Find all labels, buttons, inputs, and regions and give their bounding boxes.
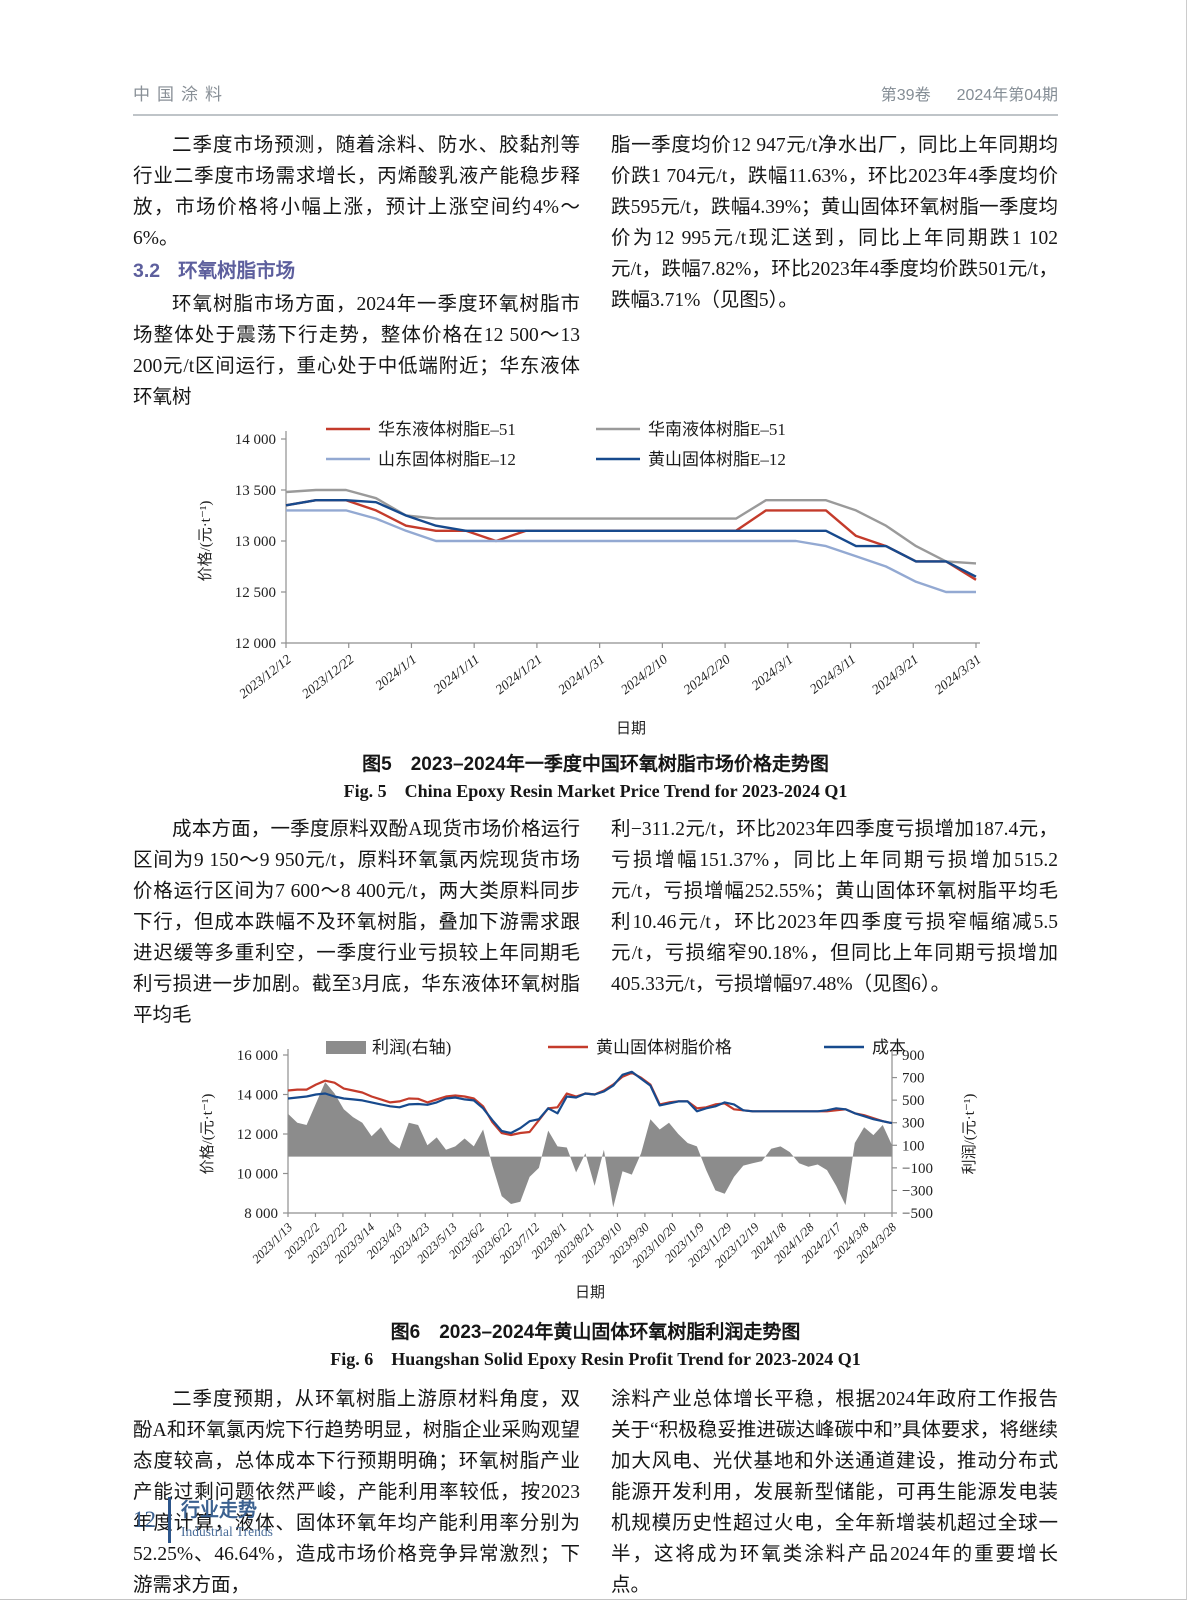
section-number: 3.2 [133, 260, 161, 282]
svg-text:2024/1/1: 2024/1/1 [372, 652, 419, 693]
footer-divider [168, 1497, 171, 1543]
column-left: 二季度市场预测，随着涂料、防水、胶黏剂等行业二季度市场需求增长，丙烯酸乳液产能稳… [133, 130, 580, 413]
svg-text:13 500: 13 500 [234, 483, 275, 499]
svg-text:2024/1/21: 2024/1/21 [492, 652, 544, 698]
fig6-caption-cn: 图6 2023–2024年黄山固体环氧树脂利润走势图 [390, 1322, 801, 1343]
svg-text:2023/12/12: 2023/12/12 [236, 651, 294, 701]
paragraph-cost-right: 利−311.2元/t，环比2023年四季度亏损增加187.4元，亏损增幅151.… [611, 819, 1058, 995]
svg-text:利润(右轴): 利润(右轴) [372, 1038, 451, 1057]
svg-text:2024/3/21: 2024/3/21 [868, 652, 920, 698]
column-right: 利−311.2元/t，环比2023年四季度亏损增加187.4元，亏损增幅151.… [611, 814, 1058, 1031]
svg-text:山东固体树脂E–12: 山东固体树脂E–12 [378, 450, 516, 469]
column-right: 脂一季度均价12 947元/t净水出厂，同比上年同期均价跌1 704元/t，跌幅… [611, 130, 1058, 413]
issue-info: 第39卷 2024年第04期 [855, 81, 1058, 105]
figure-5: 12 000 12 500 13 000 13 500 14 000 2023/12/12… [133, 415, 1058, 804]
fig5-caption-cn: 图5 2023–2024年一季度中国环氧树脂市场价格走势图 [362, 754, 829, 775]
svg-text:价格/(元·t⁻¹): 价格/(元·t⁻¹) [197, 501, 214, 582]
svg-text:12 500: 12 500 [234, 585, 275, 601]
svg-text:300: 300 [902, 1116, 925, 1132]
svg-text:2024/1/31: 2024/1/31 [555, 652, 607, 698]
svg-text:700: 700 [902, 1071, 925, 1087]
svg-text:成本: 成本 [872, 1038, 906, 1057]
svg-text:2024/3/1: 2024/3/1 [748, 652, 795, 693]
figure-6: 8 000 10 000 12 000 14 000 16 000 900 700 500 30… [133, 1033, 1058, 1372]
svg-text:14 000: 14 000 [234, 432, 275, 448]
paragraph-outlook-right: 涂料产业总体增长平稳，根据2024年政府工作报告关于“积极稳妥推进碳达峰碳中和”… [611, 1389, 1058, 1596]
journal-title: 中国涂料 [133, 85, 229, 104]
section-heading: 3.2 环氧树脂市场 [133, 256, 580, 287]
section-title: 环氧树脂市场 [178, 260, 296, 282]
text-section-top: 二季度市场预测，随着涂料、防水、胶黏剂等行业二季度市场需求增长，丙烯酸乳液产能稳… [133, 130, 1058, 413]
svg-text:100: 100 [902, 1138, 925, 1154]
issue-volume: 第39卷 [880, 87, 931, 104]
paragraph-cost-left: 成本方面，一季度原料双酚A现货市场价格运行区间为9 150～9 950元/t，原… [133, 819, 580, 1026]
svg-text:利润/(元·t⁻¹): 利润/(元·t⁻¹) [961, 1094, 978, 1175]
paragraph-outlook-left: 二季度预期，从环氧树脂上游原材料角度，双酚A和环氧氯丙烷下行趋势明显，树脂企业采… [133, 1389, 580, 1596]
svg-text:14 000: 14 000 [236, 1088, 277, 1104]
paragraph-q2-forecast: 二季度市场预测，随着涂料、防水、胶黏剂等行业二季度市场需求增长，丙烯酸乳液产能稳… [133, 135, 580, 249]
footer-section-en: Industrial Trends [181, 1524, 273, 1539]
issue-number: 2024年第04期 [956, 87, 1058, 104]
svg-text:−300: −300 [902, 1183, 933, 1199]
svg-text:日期: 日期 [574, 1284, 604, 1301]
svg-text:500: 500 [902, 1093, 925, 1109]
svg-text:−100: −100 [902, 1161, 933, 1177]
svg-text:华东液体树脂E–51: 华东液体树脂E–51 [378, 420, 516, 439]
svg-text:12 000: 12 000 [234, 636, 275, 652]
svg-text:2024/2/10: 2024/2/10 [617, 651, 670, 697]
column-left: 成本方面，一季度原料双酚A现货市场价格运行区间为9 150～9 950元/t，原… [133, 814, 580, 1031]
svg-text:16 000: 16 000 [236, 1048, 277, 1064]
svg-text:900: 900 [902, 1048, 925, 1064]
text-section-bottom: 二季度预期，从环氧树脂上游原材料角度，双酚A和环氧氯丙烷下行趋势明显，树脂企业采… [133, 1384, 1058, 1599]
svg-text:2024/3/11: 2024/3/11 [806, 652, 858, 697]
svg-text:黄山固体树脂价格: 黄山固体树脂价格 [596, 1038, 732, 1057]
footer-section-cn: 行业走势 [181, 1500, 258, 1521]
svg-text:黄山固体树脂E–12: 黄山固体树脂E–12 [648, 450, 786, 469]
svg-text:13 000: 13 000 [234, 534, 275, 550]
svg-text:8 000: 8 000 [244, 1206, 278, 1222]
svg-text:2024/1/11: 2024/1/11 [430, 652, 482, 697]
page-content: 中国涂料 第39卷 2024年第04期 二季度市场预测，随着涂料、防水、胶黏剂等行… [133, 80, 1058, 1599]
page-footer: 12 行业走势 Industrial Trends [133, 1497, 273, 1543]
svg-text:10 000: 10 000 [236, 1167, 277, 1183]
page-number: 12 [133, 1507, 156, 1532]
column-right: 涂料产业总体增长平稳，根据2024年政府工作报告关于“积极稳妥推进碳达峰碳中和”… [611, 1384, 1058, 1599]
fig5-caption-en: Fig. 5 China Epoxy Resin Market Price Tr… [343, 781, 848, 801]
fig5-price-chart: 12 000 12 500 13 000 13 500 14 000 2023/12/12… [197, 420, 984, 737]
svg-text:日期: 日期 [615, 720, 645, 737]
text-section-middle: 成本方面，一季度原料双酚A现货市场价格运行区间为9 150～9 950元/t，原… [133, 814, 1058, 1031]
svg-text:2023/12/22: 2023/12/22 [298, 651, 356, 701]
paragraph-epoxy-right: 脂一季度均价12 947元/t净水出厂，同比上年同期均价跌1 704元/t，跌幅… [611, 135, 1058, 311]
paragraph-epoxy-left: 环氧树脂市场方面，2024年一季度环氧树脂市场整体处于震荡下行走势，整体价格在1… [133, 294, 580, 408]
svg-text:价格/(元·t⁻¹): 价格/(元·t⁻¹) [199, 1094, 216, 1175]
svg-text:2024/3/31: 2024/3/31 [931, 652, 983, 698]
column-left: 二季度预期，从环氧树脂上游原材料角度，双酚A和环氧氯丙烷下行趋势明显，树脂企业采… [133, 1384, 580, 1599]
fig6-profit-chart: 8 000 10 000 12 000 14 000 16 000 900 700 500 30… [199, 1038, 978, 1301]
svg-text:12 000: 12 000 [236, 1127, 277, 1143]
page-header: 中国涂料 第39卷 2024年第04期 [133, 80, 1058, 116]
svg-text:华南液体树脂E–51: 华南液体树脂E–51 [648, 420, 786, 439]
footer-section: 行业走势 Industrial Trends [181, 1499, 273, 1541]
svg-text:2024/2/20: 2024/2/20 [680, 651, 733, 697]
svg-text:−500: −500 [902, 1206, 933, 1222]
fig6-caption-en: Fig. 6 Huangshan Solid Epoxy Resin Profi… [330, 1349, 861, 1369]
